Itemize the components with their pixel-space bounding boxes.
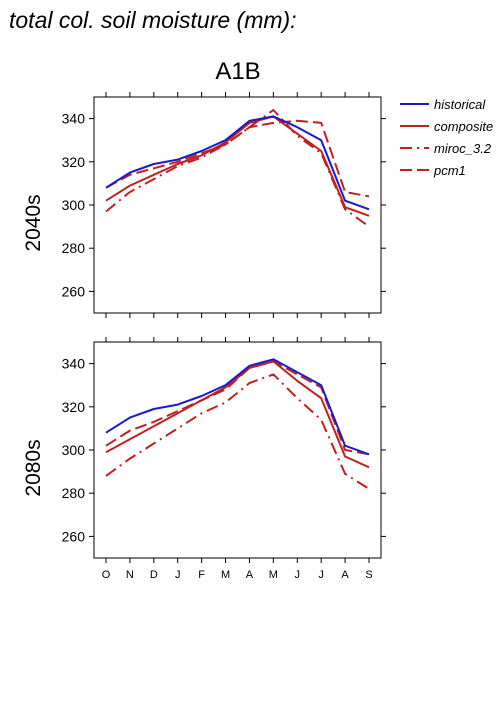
y-tick-label: 320 <box>62 154 86 170</box>
y-tick-label: 340 <box>62 111 86 127</box>
x-tick-label: F <box>198 569 205 581</box>
legend-label: pcm1 <box>433 163 466 178</box>
series-line-pcm1 <box>105 119 370 198</box>
y-tick-label: 340 <box>62 356 86 372</box>
x-tick-label: M <box>221 569 230 581</box>
legend-label: miroc_3.2 <box>434 141 492 156</box>
panel-2080s: 260 280 300 320 340 O N D J F M A M J J A S 2080s <box>22 337 386 581</box>
x-tick-label: N <box>126 569 134 581</box>
x-tick-label: A <box>246 569 254 581</box>
x-tick-label: S <box>365 569 372 581</box>
legend-label: composite <box>434 119 493 134</box>
x-tick-label: A <box>341 569 349 581</box>
y-tick-label: 320 <box>62 399 86 415</box>
y-tick-label: 300 <box>62 197 86 213</box>
x-tick-label: J <box>295 569 301 581</box>
series-line-historical <box>105 358 370 456</box>
y-tick-label: 280 <box>62 240 86 256</box>
row-label: 2080s <box>22 439 45 496</box>
legend: historical composite miroc_3.2 pcm1 <box>400 97 493 178</box>
x-tick-label: O <box>102 569 111 581</box>
x-tick-label: M <box>269 569 278 581</box>
page-title: total col. soil moisture (mm): <box>9 7 297 33</box>
x-tick-label: J <box>175 569 181 581</box>
chart-title: A1B <box>215 58 260 85</box>
x-tick-label: J <box>318 569 324 581</box>
y-tick-label: 260 <box>62 283 86 299</box>
row-label: 2040s <box>22 194 45 251</box>
panel-2040s: 260 280 300 320 340 2040s <box>22 92 386 318</box>
y-tick-label: 280 <box>62 485 86 501</box>
y-tick-label: 300 <box>62 442 86 458</box>
y-tick-label: 260 <box>62 528 86 544</box>
series-line-miroc-3-2 <box>105 373 370 490</box>
legend-label: historical <box>434 97 486 112</box>
x-tick-label: D <box>150 569 158 581</box>
series-line-historical <box>105 115 370 211</box>
series-line-composite <box>105 360 370 469</box>
